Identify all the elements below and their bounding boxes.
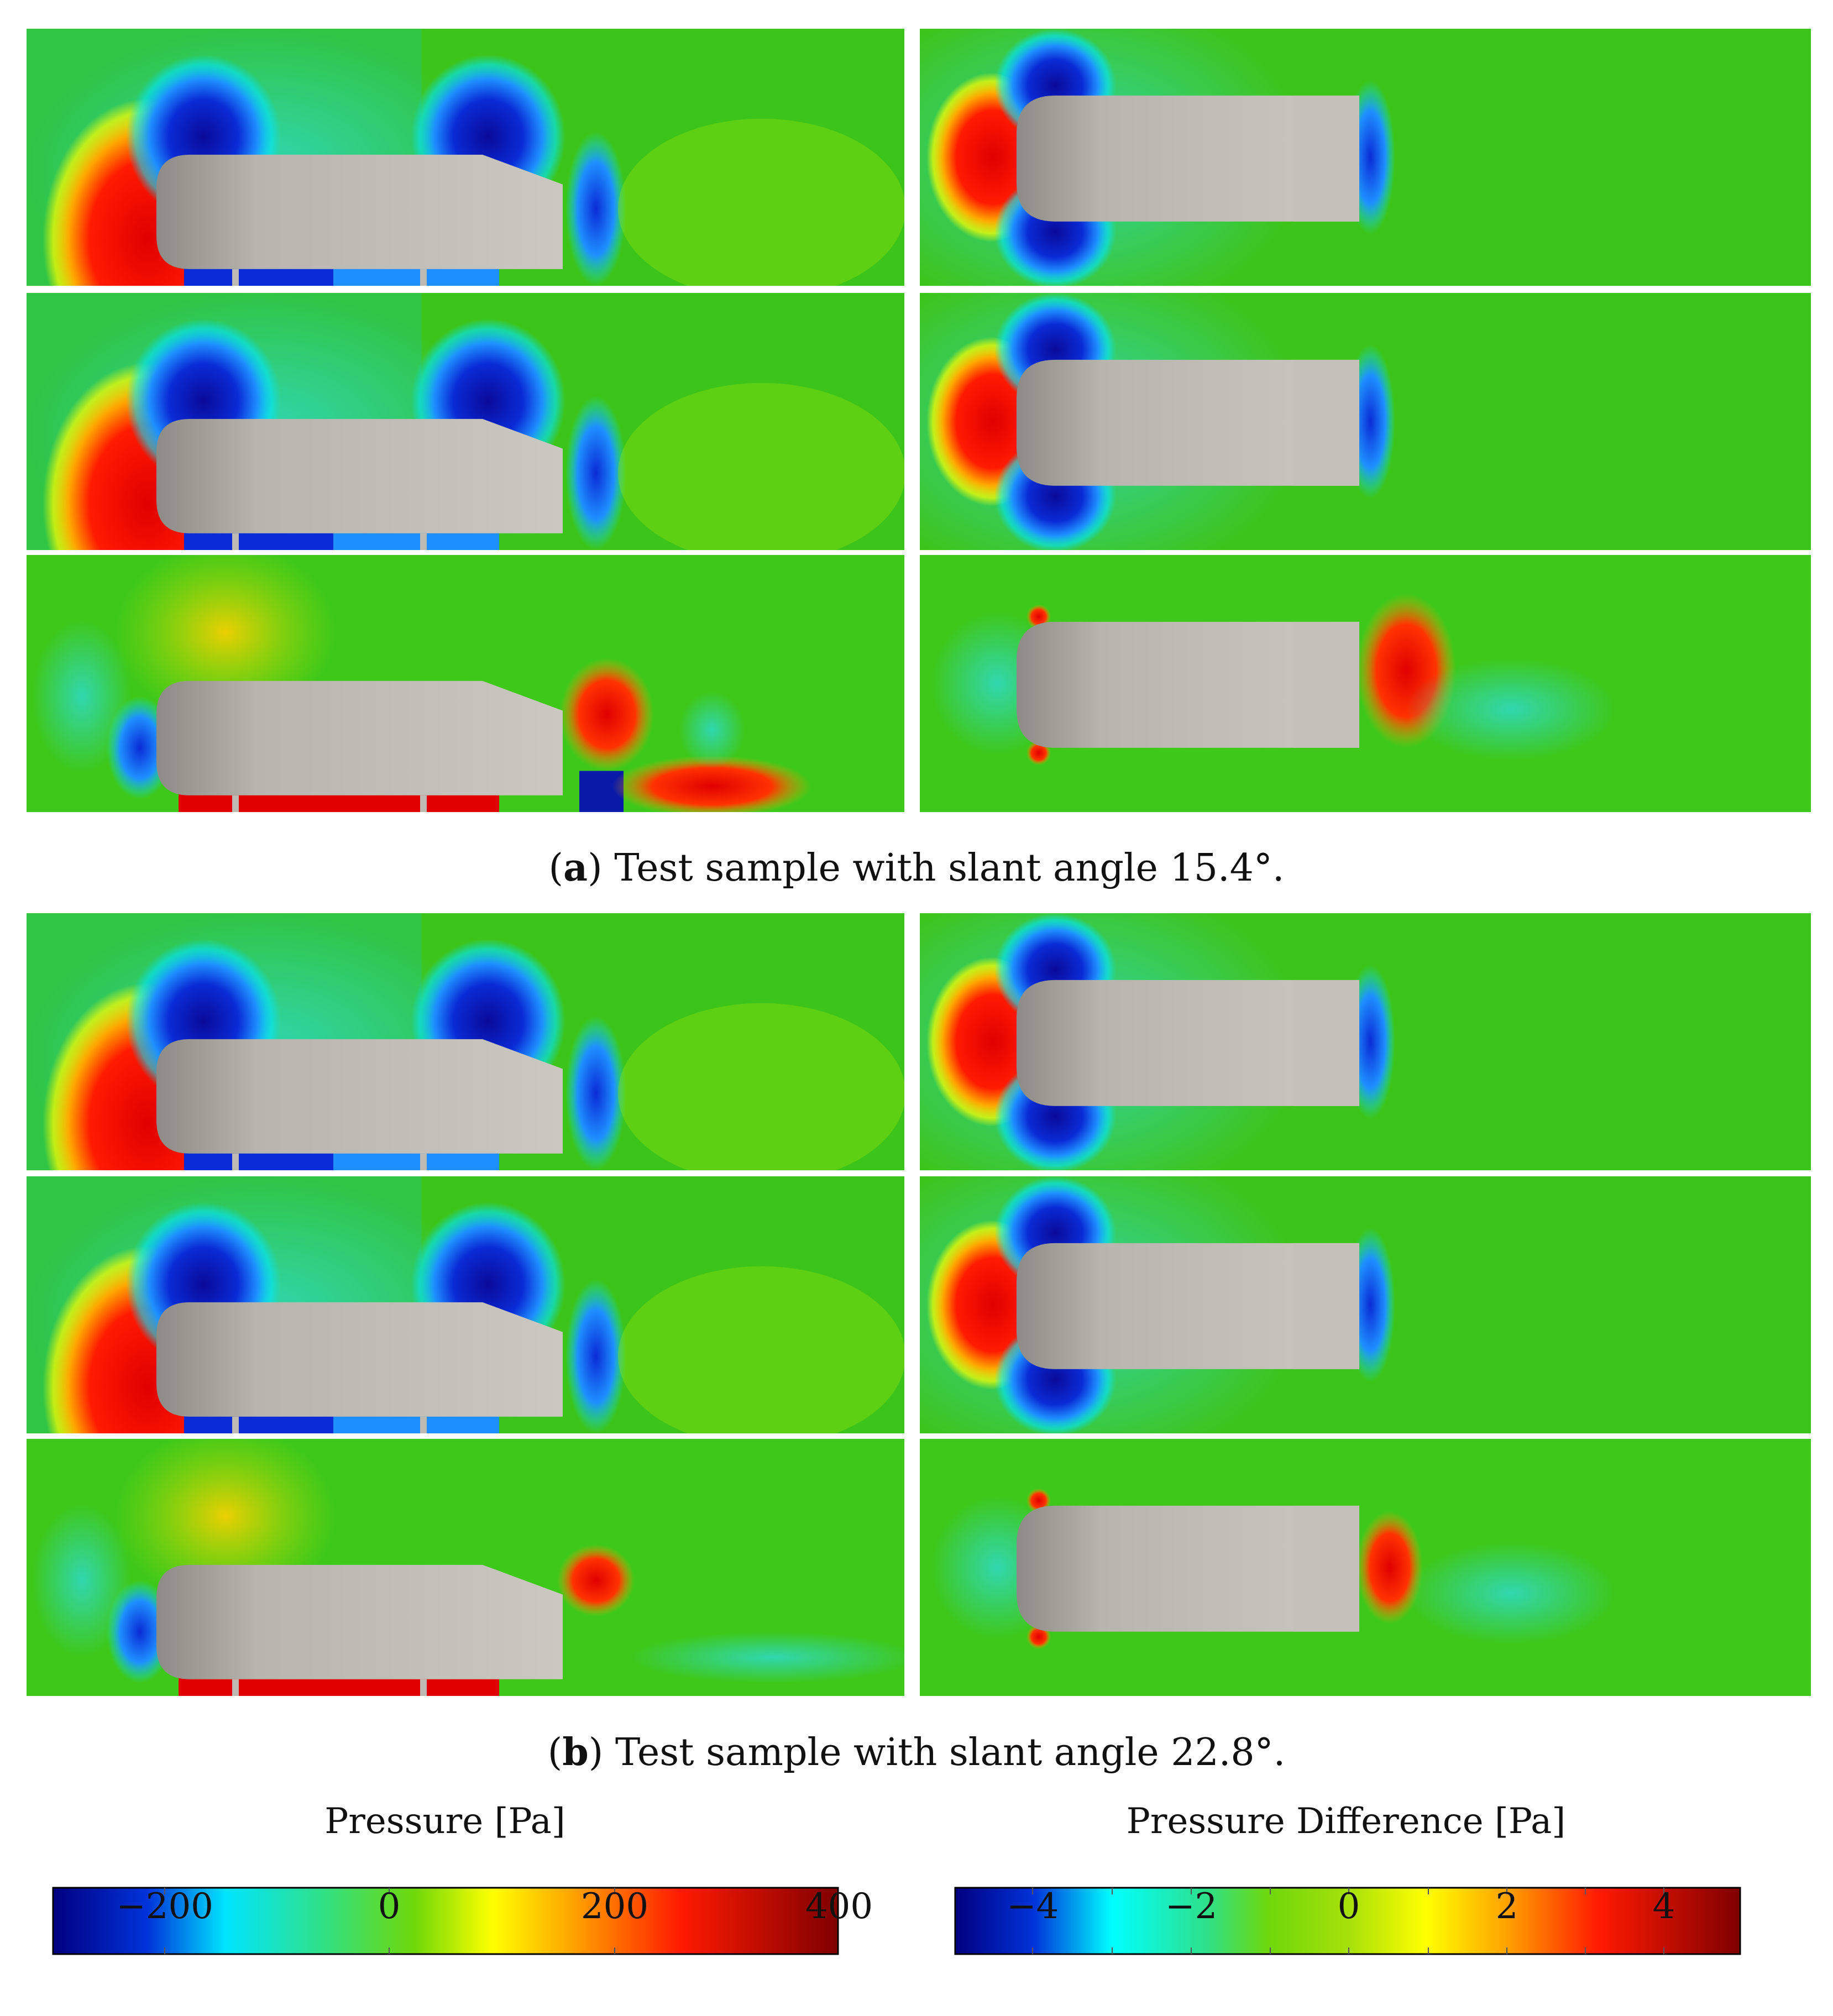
tick-label: −4 [1006,1886,1059,1927]
tick-label: −200 [116,1886,213,1927]
vehicle-body [156,680,563,795]
vehicle-rear-section [1293,621,1359,748]
wake-region [565,1016,626,1170]
tick-label: 400 [805,1886,873,1927]
wake-negative-region [629,1631,904,1683]
support-leg [420,1416,427,1433]
wake-region [618,1003,904,1170]
rear-positive-region [1357,1511,1423,1624]
support-leg [232,533,239,550]
support-leg [232,1679,239,1696]
colorbar-diff [954,1887,1741,1955]
colorbar-gradient [954,1887,1741,1955]
panel-a-row3-top [920,555,1811,812]
colorbar-diff-ticks: −4 −2 0 2 4 [0,1886,1833,1936]
wake-region [618,118,904,286]
panel-b-row3-side [27,1439,904,1696]
panel-b-row3-top [920,1439,1811,1696]
support-leg [420,1153,427,1170]
vehicle-body [156,1039,563,1154]
vehicle-rear-section [1293,1505,1359,1632]
colorbar-diff-title: Pressure Difference [Pa] [1126,1801,1566,1842]
panel-a-row2-top [920,293,1811,550]
panel-a-row3-side [27,555,904,812]
wake-region [565,1279,626,1433]
vehicle-rear-section [1293,359,1359,486]
support-leg [232,795,239,812]
support-leg [420,269,427,286]
panel-b-row1-top [920,913,1811,1170]
vehicle-body [1017,359,1359,486]
tick-label: 0 [1337,1886,1360,1927]
vehicle-body [1017,1243,1359,1369]
tick-label: −2 [1165,1886,1218,1927]
vehicle-body [156,1302,563,1417]
vehicle-rear-section [1293,1243,1359,1369]
caption-a-text: Test sample with slant angle 15.4°. [614,846,1285,890]
tick-label: 4 [1652,1886,1675,1927]
caption-b-text: Test sample with slant angle 22.8°. [615,1731,1286,1774]
rear-positive-region [557,1544,635,1616]
positive-region [115,1439,336,1606]
panel-a-row1-top [920,29,1811,286]
colorbar-pressure-title: Pressure [Pa] [324,1801,565,1842]
support-leg [420,795,427,812]
panel-b-row2-top [920,1176,1811,1433]
vehicle-body [1017,95,1359,222]
colorbar-pressure [52,1887,839,1955]
wake-region [565,132,626,286]
tick-label: 2 [1495,1886,1518,1927]
wake-region [618,1266,904,1433]
tick-label: 0 [378,1886,401,1927]
support-leg [420,533,427,550]
wake-region [565,396,626,550]
support-leg [232,1153,239,1170]
wake-region [618,383,904,550]
colorbar-pressure-ticks: −200 0 200 400 [0,1886,1833,1936]
support-leg [420,1679,427,1696]
positive-region [115,555,336,722]
negative-region [32,619,132,774]
wake-positive-region [612,755,811,812]
panel-b-row1-side [27,913,904,1170]
support-leg [232,1416,239,1433]
caption-b-letter: b [562,1730,589,1774]
panel-b-row2-side [27,1176,904,1433]
vehicle-body [1017,621,1359,748]
vehicle-body [156,1564,563,1679]
caption-a: (a) Test sample with slant angle 15.4°. [548,846,1285,890]
tick-label: 200 [580,1886,649,1927]
vehicle-body [1017,980,1359,1106]
vehicle-body [1017,1505,1359,1632]
vehicle-body [156,154,563,269]
wake-negative-region [679,691,745,768]
panel-a-row1-side [27,29,904,286]
support-leg [232,269,239,286]
caption-a-letter: a [563,846,588,890]
vehicle-rear-section [1293,980,1359,1106]
colorbar-gradient [52,1887,839,1955]
wake-negative-region [1406,658,1616,761]
caption-b: (b) Test sample with slant angle 22.8°. [547,1730,1286,1774]
panel-a-row2-side [27,293,904,550]
wake-negative-region [1406,1542,1616,1645]
vehicle-body [156,418,563,533]
negative-region [32,1503,132,1658]
rear-positive-region [560,658,654,771]
vehicle-rear-section [1293,95,1359,222]
